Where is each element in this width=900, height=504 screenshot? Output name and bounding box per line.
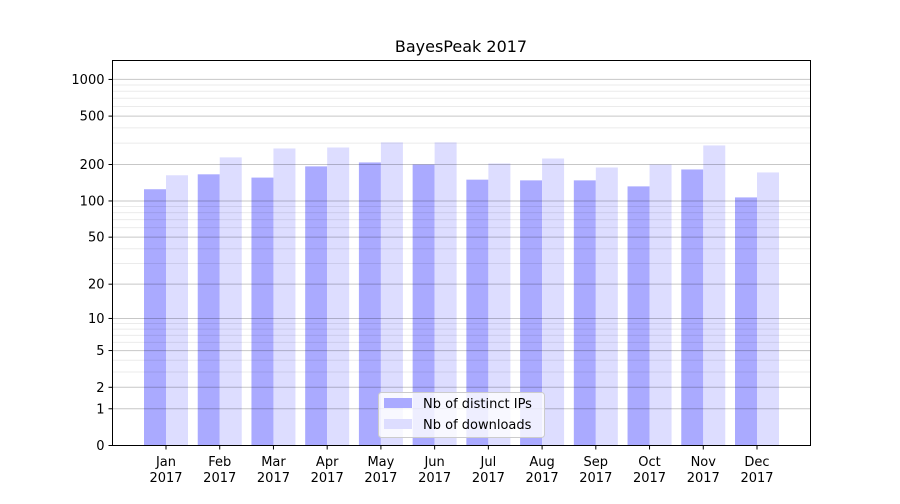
y-tick-label: 10	[88, 312, 105, 327]
x-tick-label-month: Dec	[744, 455, 769, 470]
chart-title: BayesPeak 2017	[395, 37, 527, 56]
x-tick-label-month: Jun	[423, 455, 444, 470]
x-tick-label-month: Jul	[480, 455, 497, 470]
legend-box	[378, 392, 545, 438]
x-tick-label-year: 2017	[687, 471, 720, 486]
y-tick-label: 500	[80, 110, 105, 125]
bar-downloads-jan	[166, 175, 188, 446]
bar-ips-jul	[466, 179, 489, 446]
legend-swatch	[384, 398, 412, 408]
x-tick-label-year: 2017	[579, 471, 612, 486]
x-tick-label-year: 2017	[257, 471, 290, 486]
bar-ips-dec	[735, 197, 757, 446]
y-tick-label: 50	[88, 231, 105, 246]
y-tick-label: 2	[96, 381, 104, 396]
x-tick-label-month: Aug	[529, 455, 554, 470]
y-tick-label: 1000	[71, 73, 104, 88]
x-tick-label-month: Feb	[208, 455, 231, 470]
bar-ips-feb	[197, 174, 220, 446]
x-tick-label-month: Jan	[155, 455, 176, 470]
bar-ips-sep	[573, 180, 596, 446]
legend-label: Nb of downloads	[423, 418, 532, 433]
bar-downloads-apr	[327, 147, 350, 446]
bar-downloads-sep	[595, 167, 618, 446]
y-tick-label: 1	[96, 402, 104, 417]
x-tick-label-year: 2017	[149, 471, 182, 486]
bar-ips-nov	[681, 169, 704, 446]
bar-downloads-nov	[703, 145, 726, 446]
y-tick-label: 5	[96, 344, 104, 359]
bar-downloads-feb	[219, 157, 242, 446]
bar-ips-jan	[144, 189, 166, 446]
bar-downloads-dec	[757, 172, 779, 446]
x-tick-label-month: Sep	[584, 455, 609, 470]
legend: Nb of distinct IPs Nb of downloads	[378, 392, 545, 438]
bar-downloads-jul	[488, 163, 511, 446]
x-tick-label-year: 2017	[472, 471, 505, 486]
x-tick-label-year: 2017	[526, 471, 559, 486]
bar-downloads-mar	[273, 148, 296, 446]
axes-frame	[112, 60, 811, 446]
x-tick-label-month: May	[367, 455, 394, 470]
y-tick-label: 200	[80, 158, 105, 173]
legend-label: Nb of distinct IPs	[423, 397, 532, 412]
x-tick-label-month: Mar	[261, 455, 286, 470]
legend-swatch	[384, 419, 412, 429]
x-tick-label-year: 2017	[740, 471, 773, 486]
bar-ips-may	[358, 162, 381, 446]
x-tick-label-month: Nov	[691, 455, 717, 470]
bar-ips-mar	[251, 177, 274, 446]
bar-ips-apr	[305, 166, 328, 446]
bar-downloads-jun	[434, 142, 457, 446]
x-tick-label-month: Apr	[316, 455, 339, 470]
x-tick-label-year: 2017	[203, 471, 236, 486]
x-tick-label-year: 2017	[633, 471, 666, 486]
x-tick-label-year: 2017	[364, 471, 397, 486]
bar-downloads-oct	[649, 164, 672, 446]
x-tick-label-year: 2017	[418, 471, 451, 486]
bar-downloads-may	[380, 142, 403, 446]
bar-ips-jun	[412, 164, 435, 446]
bar-ips-aug	[520, 180, 543, 446]
y-tick-label: 20	[88, 278, 105, 293]
y-tick-label: 100	[80, 194, 105, 209]
bar-ips-oct	[627, 186, 650, 446]
x-tick-label-year: 2017	[311, 471, 344, 486]
bar-downloads-aug	[542, 158, 565, 446]
y-tick-label: 0	[96, 439, 104, 454]
x-tick-label-month: Oct	[638, 455, 660, 470]
